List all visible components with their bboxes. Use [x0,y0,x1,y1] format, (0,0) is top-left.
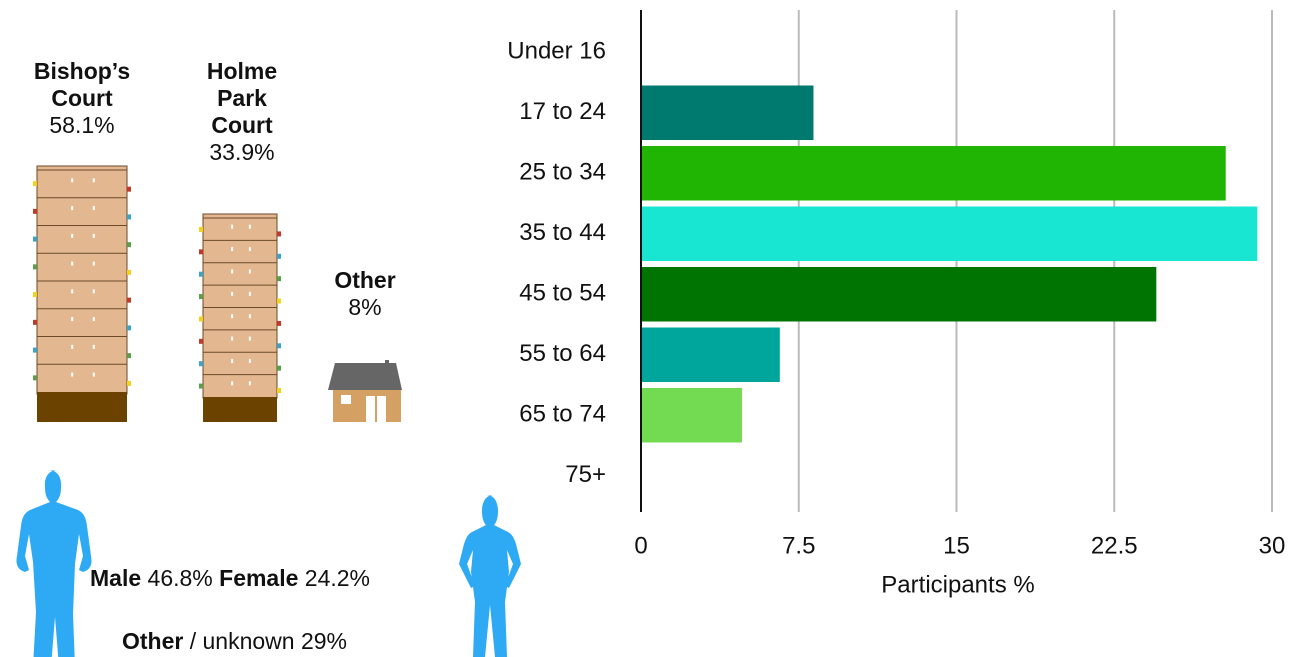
x-tick-label: 15 [943,532,970,559]
x-tick-label: 7.5 [782,532,815,559]
chart: Participants % 0 7.5 15 22.5 30 Under 16 17 to… [0,0,1309,657]
y-tick-label: 55 to 64 [519,340,606,367]
y-tick-label: 35 to 44 [519,219,606,246]
page: Bishop’s Court 58.1% Holme Park Court 33… [0,0,1309,657]
bar [641,146,1226,201]
x-tick-label: 22.5 [1091,532,1138,559]
y-tick-label: 45 to 54 [519,280,606,307]
bar [641,86,813,141]
bar [641,267,1156,322]
bar [641,328,780,383]
bar [641,388,742,443]
x-tick-label: 30 [1259,532,1286,559]
y-tick-label: 17 to 24 [519,98,606,125]
y-tick-label: Under 16 [507,38,606,65]
x-tick-label: 0 [634,532,647,559]
y-tick-label: 75+ [565,461,606,488]
y-tick-label: 25 to 34 [519,159,606,186]
x-axis-title: Participants % [881,571,1034,598]
y-tick-label: 65 to 74 [519,401,606,428]
bar [641,207,1257,262]
